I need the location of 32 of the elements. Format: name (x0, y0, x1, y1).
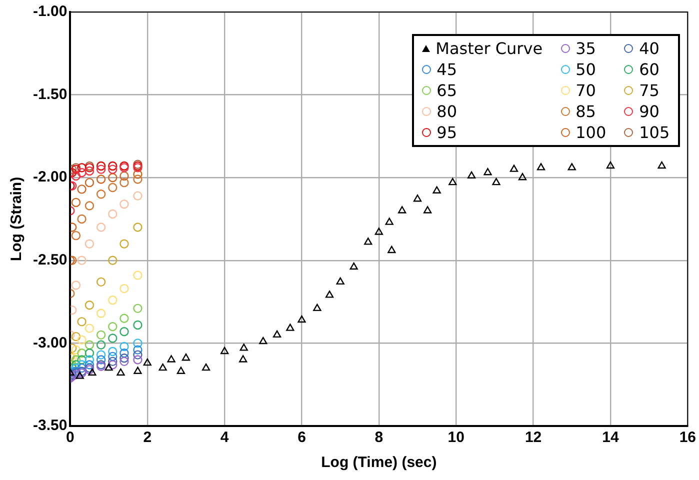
legend-label: 75 (639, 81, 660, 100)
y-tick-label: -3.50 (32, 417, 68, 434)
legend-label: 100 (576, 123, 606, 142)
legend-label: 70 (576, 81, 596, 100)
legend-label: Master Curve (436, 39, 543, 58)
y-axis-title: Log (Strain) (8, 176, 26, 262)
legend-label: 35 (576, 39, 596, 58)
legend-label: 80 (436, 102, 457, 121)
y-tick-label: -2.50 (32, 252, 68, 269)
x-tick-label: 2 (143, 429, 152, 446)
y-tick-label: -2.00 (32, 168, 68, 186)
x-tick-label: 4 (220, 429, 230, 446)
x-tick-label: 0 (66, 429, 74, 446)
x-tick-label: 6 (298, 429, 306, 446)
legend-label: 95 (436, 123, 457, 142)
x-tick-label: 8 (374, 429, 384, 446)
legend-label: 60 (639, 60, 660, 79)
legend-label: 65 (436, 81, 457, 100)
legend-label: 40 (639, 39, 660, 58)
legend-label: 50 (576, 60, 596, 79)
x-axis-title: Log (Time) (sec) (321, 454, 437, 472)
x-tick-label: 10 (448, 429, 464, 446)
y-tick-label: -3.00 (32, 334, 68, 352)
legend-label: 90 (639, 102, 660, 121)
y-tick-label: -1.50 (32, 86, 68, 103)
y-tick-label: -1.00 (32, 3, 68, 20)
x-tick-label: 12 (524, 429, 542, 446)
legend-label: 45 (436, 60, 457, 79)
x-tick-label: 16 (679, 429, 696, 446)
x-tick-label: 14 (602, 429, 620, 446)
legend-label: 85 (576, 102, 596, 121)
legend-label: 105 (639, 123, 670, 142)
